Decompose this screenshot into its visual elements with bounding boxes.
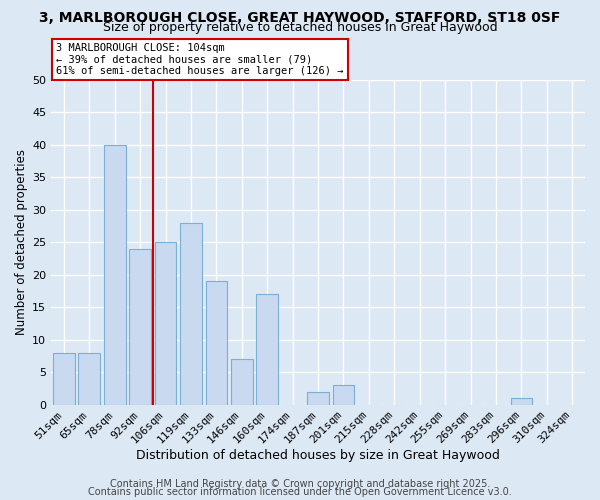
- Bar: [130, 248, 151, 405]
- Bar: [53, 352, 74, 405]
- Bar: [231, 359, 253, 405]
- Bar: [307, 392, 329, 405]
- Bar: [256, 294, 278, 405]
- Bar: [206, 281, 227, 405]
- X-axis label: Distribution of detached houses by size in Great Haywood: Distribution of detached houses by size …: [136, 450, 500, 462]
- Text: Contains HM Land Registry data © Crown copyright and database right 2025.: Contains HM Land Registry data © Crown c…: [110, 479, 490, 489]
- Text: 3, MARLBOROUGH CLOSE, GREAT HAYWOOD, STAFFORD, ST18 0SF: 3, MARLBOROUGH CLOSE, GREAT HAYWOOD, STA…: [40, 11, 560, 25]
- Bar: [79, 352, 100, 405]
- Text: Contains public sector information licensed under the Open Government Licence v3: Contains public sector information licen…: [88, 487, 512, 497]
- Bar: [511, 398, 532, 405]
- Bar: [332, 386, 355, 405]
- Y-axis label: Number of detached properties: Number of detached properties: [15, 149, 28, 335]
- Text: 3 MARLBOROUGH CLOSE: 104sqm
← 39% of detached houses are smaller (79)
61% of sem: 3 MARLBOROUGH CLOSE: 104sqm ← 39% of det…: [56, 43, 344, 76]
- Bar: [180, 222, 202, 405]
- Bar: [104, 144, 125, 405]
- Text: Size of property relative to detached houses in Great Haywood: Size of property relative to detached ho…: [103, 22, 497, 35]
- Bar: [155, 242, 176, 405]
